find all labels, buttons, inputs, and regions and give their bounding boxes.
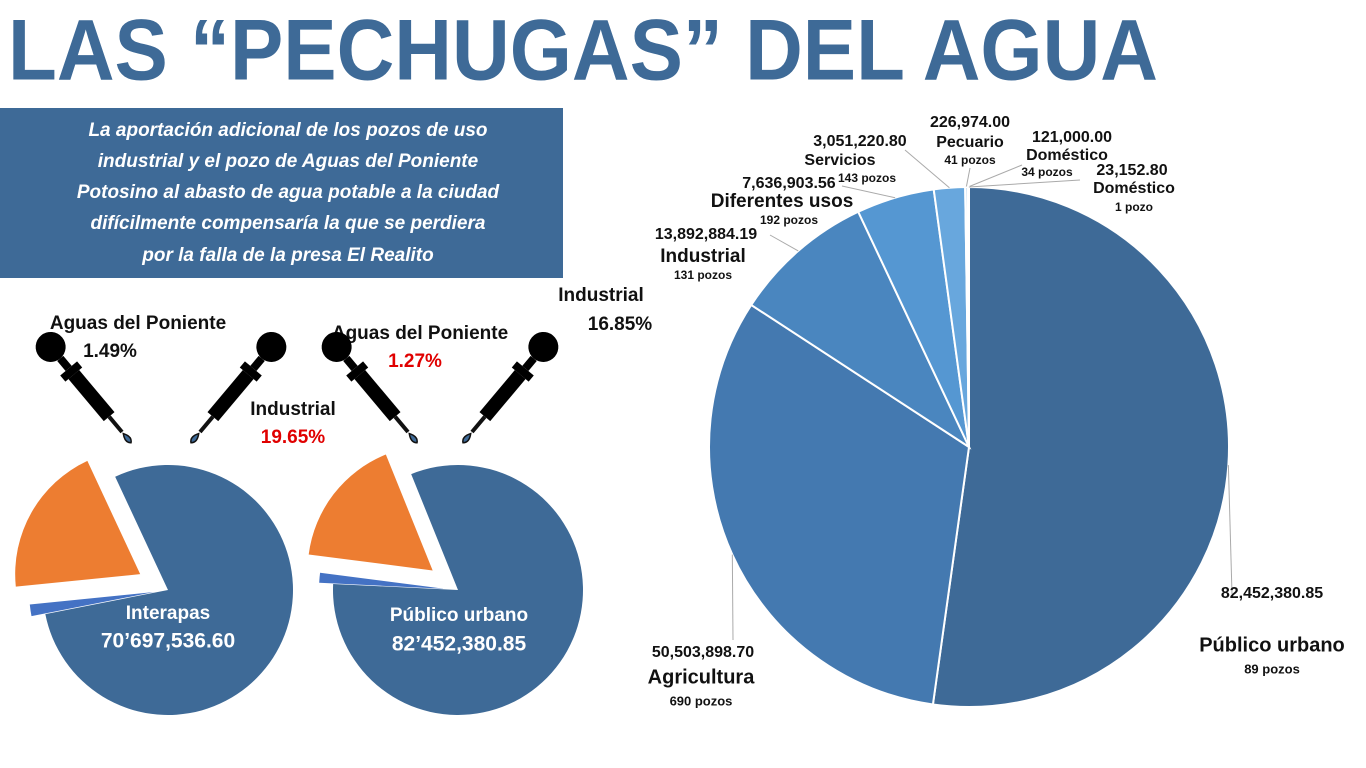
leader-line	[1227, 465, 1233, 595]
note-line: por la falla de la presa El Realito	[141, 245, 433, 266]
pie-slice	[931, 185, 1230, 708]
note-box: La aportación adicional de los pozos de …	[0, 108, 563, 278]
wells-label: 192 pozos	[760, 213, 818, 227]
value-label: 1.27%	[388, 351, 442, 372]
leader-line	[731, 554, 734, 641]
amount-label: 70’697,536.60	[101, 630, 235, 653]
amount-label: 82’452,380.85	[392, 633, 527, 656]
pie-slice	[29, 592, 155, 617]
slice-label: Público urbano	[390, 605, 528, 626]
note-line: La aportación adicional de los pozos de …	[88, 120, 487, 141]
slice-label: Interapas	[126, 603, 210, 624]
slice-label: Público urbano	[1199, 634, 1345, 656]
leader-line	[904, 149, 950, 189]
slice-label: Diferentes usos	[711, 191, 854, 212]
value-label: 19.65%	[261, 427, 326, 448]
wells-label: 89 pozos	[1244, 661, 1300, 676]
value-label: 3,051,220.80	[813, 133, 907, 150]
leader-line	[968, 179, 1081, 188]
wells-label: 131 pozos	[674, 268, 732, 282]
slice-label: Doméstico	[1093, 180, 1175, 197]
value-label: 50,503,898.70	[652, 644, 754, 661]
value-label: 23,152.80	[1096, 162, 1167, 179]
wells-label: 1 pozo	[1115, 200, 1153, 214]
value-label: 13,892,884.19	[655, 226, 757, 243]
slice-label: Pecuario	[936, 134, 1004, 151]
value-label: 82,452,380.85	[1221, 585, 1323, 602]
value-label: 7,636,903.56	[742, 175, 836, 192]
pie-slice	[308, 454, 433, 571]
wells-label: 143 pozos	[838, 171, 896, 185]
note-background	[0, 108, 563, 278]
slice-label: Aguas del Poniente	[332, 323, 508, 344]
value-label: 1.49%	[83, 341, 137, 362]
pie-slice	[15, 460, 141, 587]
pie-slice	[319, 572, 445, 589]
leader-line	[841, 185, 896, 199]
slice-label: Doméstico	[1026, 147, 1108, 164]
value-label: 16.85%	[588, 314, 653, 335]
leader-line	[965, 167, 971, 188]
slice-label: Aguas del Poniente	[50, 313, 226, 334]
pie-slice	[45, 465, 294, 716]
leader-line	[769, 234, 799, 252]
charts: Interapas 70’697,536.60 Aguas del Poniente…	[15, 114, 1345, 716]
slice-label: Industrial	[250, 399, 336, 420]
note-line: Potosino al abasto de agua potable a la …	[77, 182, 500, 203]
slice-label: Industrial	[558, 285, 644, 306]
pie-slice	[749, 210, 972, 450]
slice-label: Agricultura	[648, 666, 756, 688]
pie-slice	[332, 464, 583, 716]
wells-label: 34 pozos	[1021, 165, 1073, 179]
dropper-icon	[449, 323, 567, 455]
wells-label: 41 pozos	[944, 153, 996, 167]
slice-label: Industrial	[660, 246, 746, 267]
dropper-icon	[313, 323, 431, 455]
value-label: 226,974.00	[930, 114, 1010, 131]
page-title: LAS “PECHUGAS” DEL AGUA	[8, 3, 1158, 99]
value-label: 121,000.00	[1032, 129, 1112, 146]
note-line: industrial y el pozo de Aguas del Ponien…	[98, 151, 479, 172]
note-line: difícilmente compensaría la que se perdi…	[91, 213, 486, 234]
leader-line	[967, 164, 1023, 188]
wells-label: 690 pozos	[670, 693, 733, 708]
slice-label: Servicios	[804, 152, 875, 169]
